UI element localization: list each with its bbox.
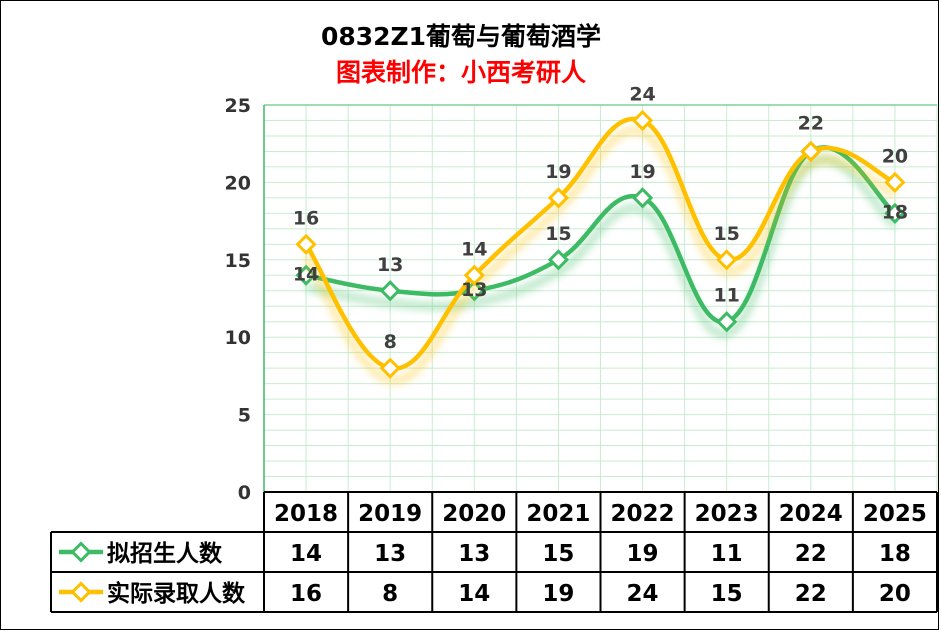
- y-tick-label: 0: [238, 482, 251, 504]
- x-tick-label: 2025: [863, 501, 927, 527]
- y-tick-label: 10: [225, 327, 251, 349]
- series-marker: [463, 264, 485, 286]
- series-marker: [800, 140, 822, 163]
- series-marker: [547, 187, 570, 209]
- series-marker: [884, 171, 906, 194]
- y-axis-ticks: 0 5 10 15 20 25: [225, 95, 251, 504]
- x-tick-label: 2021: [526, 501, 590, 527]
- x-tick-label: 2024: [779, 501, 843, 527]
- chart-subtitle: 图表制作：小西考研人: [336, 58, 586, 87]
- series-marker: [716, 311, 738, 333]
- data-label: 15: [545, 223, 571, 245]
- data-label: 22: [798, 112, 824, 134]
- data-label: 13: [377, 254, 403, 276]
- data-label: 16: [293, 207, 319, 229]
- data-label: 19: [545, 161, 571, 183]
- table-cell-value: 19: [627, 541, 659, 567]
- data-label: 8: [384, 331, 397, 353]
- y-tick-label: 20: [225, 172, 251, 194]
- series-marker: [631, 109, 654, 132]
- gridlines: [264, 104, 938, 493]
- data-label: 18: [882, 201, 908, 223]
- series-2: [295, 109, 906, 385]
- x-tick-label: 2019: [358, 501, 422, 527]
- series-marker: [716, 249, 738, 271]
- data-label: 24: [629, 83, 655, 105]
- y-tick-label: 25: [225, 95, 251, 117]
- table-cell-value: 14: [290, 541, 322, 567]
- table-cell-value: 24: [627, 581, 659, 607]
- series-marker: [884, 202, 906, 224]
- legend-label: 拟招生人数: [107, 540, 223, 567]
- table-cell-value: 13: [458, 541, 490, 567]
- series-marker: [379, 280, 401, 302]
- chart-title: 0832Z1葡萄与葡萄酒学: [321, 22, 601, 51]
- series-marker: [295, 233, 317, 255]
- table-cell-value: 14: [458, 581, 490, 607]
- x-tick-label: 2023: [695, 501, 759, 527]
- data-label: 15: [713, 223, 739, 245]
- series-marker: [547, 249, 570, 271]
- table-cell-value: 22: [795, 581, 827, 607]
- legend-label: 实际录取人数: [107, 580, 246, 607]
- table-cell-value: 16: [290, 581, 322, 607]
- table-cell-value: 22: [795, 541, 827, 567]
- plot-area: 0 5 10 15 20 25 14 16 13 8 13 14 15 19 19 24 11 15 22 18 20: [225, 83, 938, 504]
- x-tick-label: 2020: [442, 501, 506, 527]
- series-marker: [379, 357, 401, 379]
- table-cell-value: 13: [374, 541, 406, 567]
- y-tick-label: 15: [225, 250, 251, 272]
- series-marker: [631, 187, 654, 209]
- legend-marker: [70, 581, 92, 603]
- x-tick-label: 2022: [611, 501, 675, 527]
- data-label: 13: [461, 279, 487, 301]
- table-cell-value: 20: [879, 581, 911, 607]
- legend-marker: [70, 541, 92, 563]
- y-tick-label: 5: [238, 405, 251, 427]
- series-shadow: [302, 126, 897, 385]
- table-cell-value: 18: [879, 541, 911, 567]
- table-cell-value: 19: [542, 581, 574, 607]
- data-label: 14: [293, 263, 319, 285]
- table-cell-value: 11: [711, 541, 743, 567]
- data-label: 19: [629, 161, 655, 183]
- table-cell-value: 15: [542, 541, 574, 567]
- table-cell-value: 8: [382, 581, 398, 607]
- table-cell-value: 15: [711, 581, 743, 607]
- data-label: 20: [882, 145, 908, 167]
- data-labels: 14 16 13 8 13 14 15 19 19 24 11 15 22 18 20: [293, 83, 908, 353]
- data-label: 14: [461, 238, 487, 260]
- x-tick-label: 2018: [274, 501, 338, 527]
- data-label: 11: [713, 285, 739, 307]
